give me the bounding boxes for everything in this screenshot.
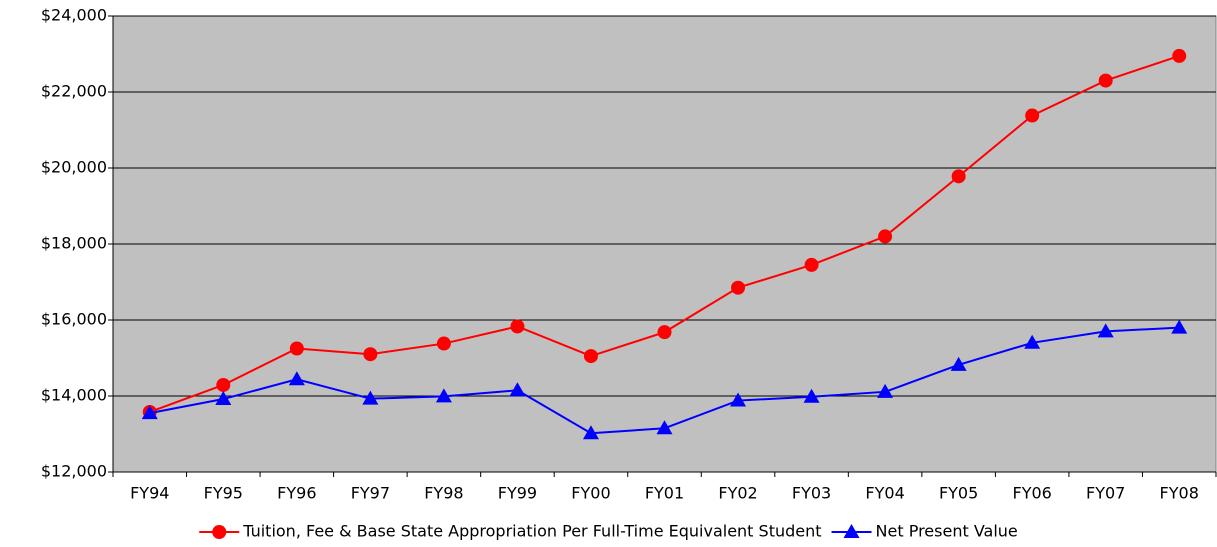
point xyxy=(1098,73,1113,88)
point xyxy=(436,336,451,351)
point xyxy=(1171,319,1188,334)
y-tick-label: $24,000 xyxy=(41,6,107,25)
point xyxy=(1097,323,1114,338)
y-tick-label: $14,000 xyxy=(41,386,107,405)
x-tick-label: FY08 xyxy=(1160,484,1199,503)
x-tick-label: FY94 xyxy=(130,484,169,503)
point xyxy=(656,420,673,435)
x-tick-label: FY07 xyxy=(1086,484,1125,503)
point xyxy=(843,524,860,538)
x-tick-label: FY96 xyxy=(277,484,316,503)
y-tick-label: $18,000 xyxy=(41,234,107,253)
x-tick-label: FY01 xyxy=(645,484,684,503)
x-tick-label: FY04 xyxy=(865,484,904,503)
point xyxy=(803,388,820,403)
point xyxy=(212,525,227,539)
point xyxy=(731,280,746,295)
point xyxy=(215,391,232,406)
point xyxy=(363,347,378,362)
legend: Tuition, Fee & Base State Appropriation … xyxy=(199,522,1018,541)
point xyxy=(435,388,452,403)
point xyxy=(730,392,747,407)
x-tick-label: FY03 xyxy=(792,484,831,503)
x-tick-label: FY95 xyxy=(204,484,243,503)
point xyxy=(657,325,672,340)
point xyxy=(877,383,894,398)
point xyxy=(141,405,158,420)
x-tick-label: FY00 xyxy=(571,484,610,503)
legend-label: Tuition, Fee & Base State Appropriation … xyxy=(242,522,821,541)
legend-label: Net Present Value xyxy=(876,522,1018,541)
y-tick-label: $12,000 xyxy=(41,462,107,481)
point xyxy=(950,356,967,371)
point xyxy=(1025,108,1040,123)
x-tick-label: FY06 xyxy=(1012,484,1051,503)
point xyxy=(510,319,525,334)
x-tick-label: FY05 xyxy=(939,484,978,503)
point xyxy=(288,371,305,386)
point xyxy=(582,425,599,440)
x-tick-label: FY02 xyxy=(718,484,757,503)
x-tick-label: FY98 xyxy=(424,484,463,503)
y-tick-label: $16,000 xyxy=(41,310,107,329)
x-tick-label: FY99 xyxy=(498,484,537,503)
y-tick-label: $20,000 xyxy=(41,158,107,177)
point xyxy=(951,169,966,184)
point xyxy=(804,257,819,272)
x-tick-label: FY97 xyxy=(351,484,390,503)
point xyxy=(289,341,304,356)
point xyxy=(362,390,379,405)
point xyxy=(216,377,231,392)
point xyxy=(509,382,526,397)
point xyxy=(1172,48,1187,63)
y-tick-label: $22,000 xyxy=(41,82,107,101)
point xyxy=(583,349,598,364)
point xyxy=(1024,334,1041,349)
point xyxy=(878,229,893,244)
